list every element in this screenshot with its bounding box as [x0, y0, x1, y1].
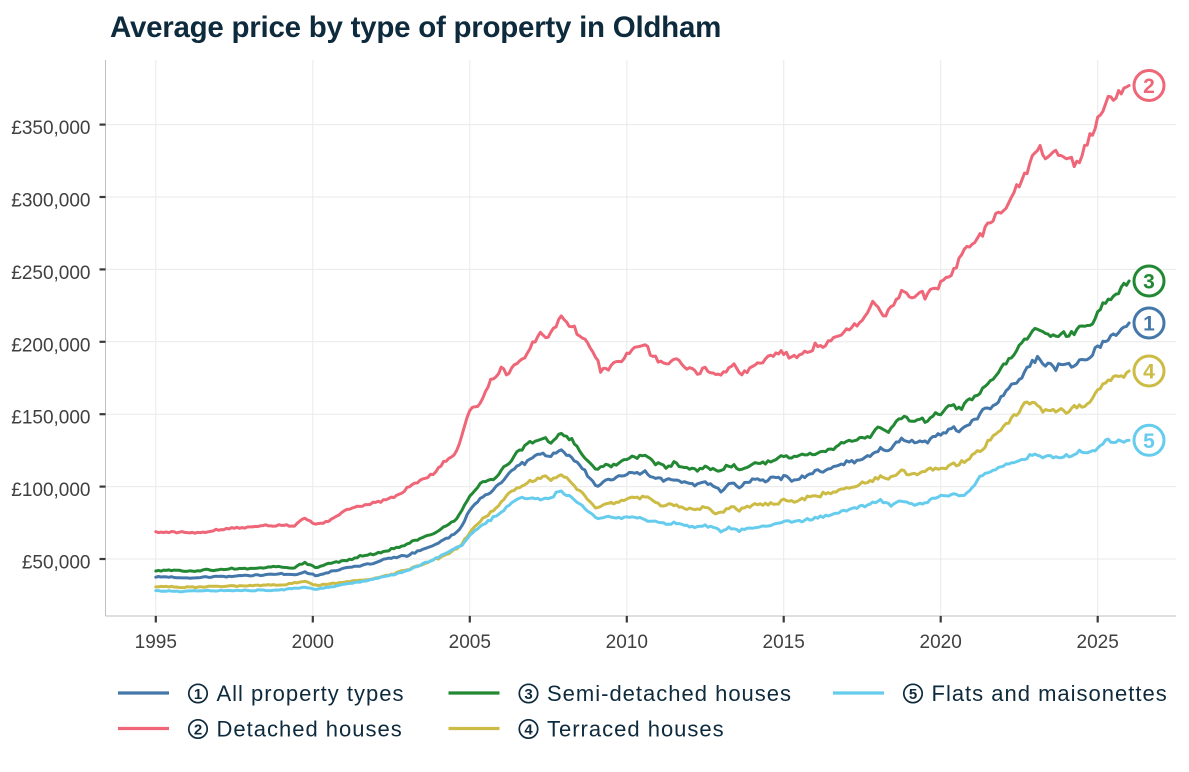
svg-text:2: 2 [1143, 75, 1155, 98]
svg-text:£200,000: £200,000 [11, 335, 90, 356]
svg-text:Average price by type of prope: Average price by type of property in Old… [110, 11, 721, 44]
svg-text:Detached houses: Detached houses [217, 716, 403, 741]
svg-text:4: 4 [524, 721, 533, 738]
svg-text:Terraced houses: Terraced houses [547, 716, 725, 741]
svg-text:£150,000: £150,000 [11, 408, 90, 429]
svg-text:1995: 1995 [135, 632, 177, 653]
svg-text:Flats and maisonettes: Flats and maisonettes [932, 681, 1168, 706]
svg-text:2010: 2010 [606, 632, 648, 653]
svg-text:1: 1 [1143, 313, 1155, 336]
svg-text:2005: 2005 [449, 632, 491, 653]
svg-text:5: 5 [909, 686, 917, 703]
svg-text:All property types: All property types [217, 681, 405, 706]
svg-text:2020: 2020 [920, 632, 962, 653]
svg-text:2015: 2015 [763, 632, 805, 653]
svg-text:4: 4 [1143, 361, 1155, 384]
svg-text:3: 3 [1143, 271, 1155, 294]
svg-text:£250,000: £250,000 [11, 263, 90, 284]
svg-text:£50,000: £50,000 [22, 553, 91, 574]
svg-text:2000: 2000 [292, 632, 334, 653]
svg-text:£100,000: £100,000 [11, 480, 90, 501]
svg-text:Semi-detached houses: Semi-detached houses [547, 681, 792, 706]
svg-text:£300,000: £300,000 [11, 191, 90, 212]
svg-text:£350,000: £350,000 [11, 118, 90, 139]
svg-text:3: 3 [524, 686, 532, 703]
svg-text:5: 5 [1143, 430, 1155, 453]
svg-text:2: 2 [194, 721, 202, 738]
svg-text:1: 1 [194, 686, 202, 703]
svg-text:2025: 2025 [1077, 632, 1119, 653]
